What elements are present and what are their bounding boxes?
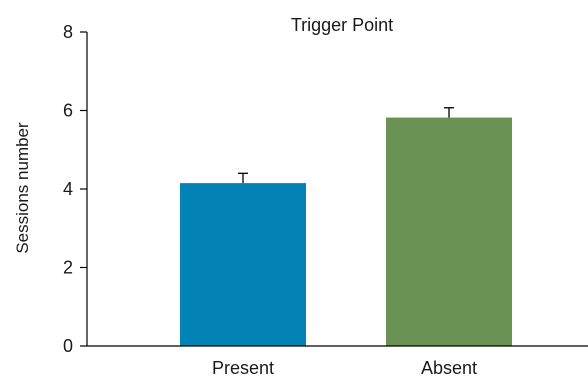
y-axis-ticks: 0 2 4 6 8 xyxy=(63,22,87,356)
x-axis-labels: Present Absent xyxy=(212,358,477,377)
bar-present xyxy=(180,183,306,346)
bar-absent xyxy=(386,117,512,346)
y-tick-label: 2 xyxy=(63,258,73,278)
y-tick-label: 0 xyxy=(63,336,73,356)
y-axis-title: Sessions number xyxy=(13,122,32,254)
chart-title: Trigger Point xyxy=(291,15,393,35)
x-category-label: Absent xyxy=(421,358,477,377)
error-bars xyxy=(238,107,454,184)
y-tick-label: 6 xyxy=(63,101,73,121)
y-tick-label: 4 xyxy=(63,179,73,199)
y-tick-label: 8 xyxy=(63,22,73,42)
bars xyxy=(180,117,512,346)
x-category-label: Present xyxy=(212,358,274,377)
